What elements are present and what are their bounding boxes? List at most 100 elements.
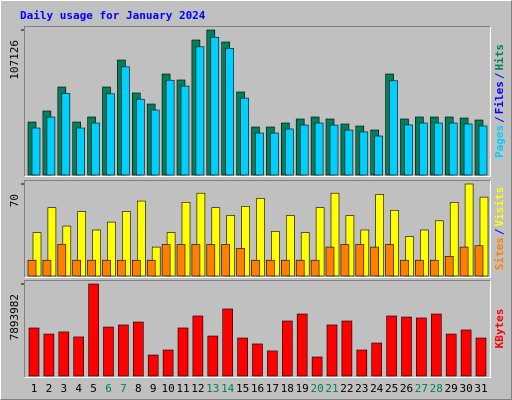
bar bbox=[299, 124, 309, 176]
bar bbox=[176, 244, 186, 277]
bar bbox=[72, 259, 81, 277]
x-tick-label: 22 bbox=[340, 382, 353, 395]
bar bbox=[132, 259, 141, 277]
y-tick-label: 7893982 bbox=[8, 294, 21, 340]
bar bbox=[434, 220, 444, 277]
bar bbox=[102, 259, 111, 277]
x-tick-label: 30 bbox=[459, 382, 472, 395]
bar bbox=[359, 131, 369, 176]
bar bbox=[195, 46, 205, 176]
bar bbox=[315, 207, 325, 277]
bar bbox=[371, 342, 383, 377]
bar bbox=[300, 232, 310, 277]
bar bbox=[401, 316, 412, 377]
x-tick-label: 1 bbox=[31, 382, 38, 395]
legend-separator: / bbox=[493, 116, 506, 123]
legend: Pages/Files/Hits bbox=[493, 44, 506, 158]
bar bbox=[237, 337, 248, 377]
bar bbox=[271, 231, 280, 277]
bar bbox=[389, 80, 398, 176]
bar bbox=[192, 315, 204, 377]
x-tick-label: 7 bbox=[120, 382, 127, 395]
bar bbox=[58, 331, 70, 377]
panel-dark bbox=[24, 280, 491, 378]
bar bbox=[57, 244, 67, 277]
bar bbox=[285, 215, 295, 277]
x-tick-label: 11 bbox=[176, 382, 189, 395]
bar bbox=[479, 196, 489, 277]
bar bbox=[225, 48, 234, 176]
bar bbox=[475, 337, 487, 377]
bar bbox=[385, 244, 394, 277]
x-tick-label: 3 bbox=[60, 382, 67, 395]
x-tick-label: 23 bbox=[355, 382, 368, 395]
bar bbox=[296, 313, 308, 377]
bar bbox=[107, 221, 116, 277]
bar bbox=[88, 283, 99, 377]
bar bbox=[429, 259, 439, 277]
bar bbox=[136, 98, 145, 176]
bar bbox=[330, 192, 340, 277]
bar bbox=[252, 343, 263, 377]
bar bbox=[405, 236, 414, 277]
bar bbox=[207, 335, 219, 377]
x-tick-label: 2 bbox=[46, 382, 53, 395]
bar bbox=[329, 124, 339, 176]
bar bbox=[420, 229, 429, 277]
bar bbox=[256, 198, 265, 277]
bar bbox=[137, 200, 146, 277]
x-tick-label: 4 bbox=[75, 382, 82, 395]
bar bbox=[133, 321, 144, 377]
bar bbox=[118, 324, 129, 377]
bar bbox=[241, 206, 250, 277]
bar bbox=[386, 315, 397, 377]
bar bbox=[341, 320, 353, 377]
y-tick-label: 70 bbox=[8, 194, 21, 207]
bar bbox=[73, 336, 84, 377]
x-tick-label: 28 bbox=[430, 382, 443, 395]
bar bbox=[267, 350, 278, 377]
x-tick-label: 17 bbox=[266, 382, 279, 395]
chart-title: Daily usage for January 2024 bbox=[20, 9, 206, 22]
bar bbox=[419, 122, 428, 176]
bar bbox=[314, 122, 324, 176]
bar bbox=[404, 124, 413, 176]
legend-entry: Hits bbox=[493, 44, 506, 71]
x-tick-label: 27 bbox=[415, 382, 428, 395]
bar bbox=[43, 333, 55, 377]
legend: Sites /Visits bbox=[493, 187, 506, 271]
x-tick-label: 31 bbox=[474, 382, 487, 395]
bar bbox=[47, 207, 57, 277]
bar bbox=[340, 244, 350, 277]
bar bbox=[433, 122, 443, 176]
bar bbox=[449, 202, 459, 277]
bar bbox=[180, 85, 190, 176]
bar bbox=[463, 123, 473, 176]
bar bbox=[415, 259, 424, 277]
bar bbox=[295, 259, 305, 277]
bar bbox=[478, 125, 488, 176]
bar bbox=[61, 93, 71, 176]
bar bbox=[177, 327, 189, 377]
bar bbox=[165, 79, 175, 176]
bar bbox=[430, 313, 442, 377]
bar bbox=[150, 109, 160, 176]
bar bbox=[46, 116, 56, 176]
bar bbox=[87, 259, 96, 277]
x-tick-label: 6 bbox=[105, 382, 112, 395]
bar bbox=[76, 127, 85, 176]
bar bbox=[416, 317, 427, 377]
bar bbox=[311, 356, 323, 377]
bar bbox=[117, 259, 126, 277]
x-tick-label: 10 bbox=[161, 382, 174, 395]
bar bbox=[356, 349, 368, 377]
bar bbox=[460, 329, 472, 377]
bar bbox=[31, 127, 41, 176]
bar bbox=[92, 229, 101, 277]
panel-dark bbox=[24, 180, 491, 278]
bar bbox=[161, 244, 171, 277]
legend-entry: Sites bbox=[493, 237, 506, 270]
x-tick-label: 16 bbox=[251, 382, 264, 395]
x-tick-label: 8 bbox=[135, 382, 142, 395]
